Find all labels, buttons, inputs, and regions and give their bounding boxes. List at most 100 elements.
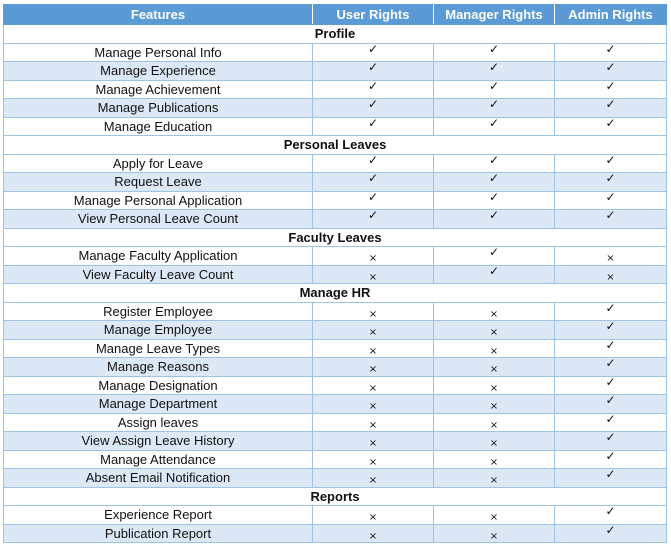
section-title: Profile <box>3 24 667 44</box>
manager-rights-cell: × <box>433 468 555 488</box>
cross-icon: × <box>606 271 615 283</box>
admin-rights-cell: × <box>554 246 667 266</box>
manager-rights-cell: × <box>433 301 555 321</box>
check-icon: ✓ <box>367 154 379 167</box>
check-icon: ✓ <box>605 394 616 408</box>
manager-rights-cell: ✓ <box>433 116 555 136</box>
admin-rights-cell: ✓ <box>554 172 667 192</box>
check-icon: ✓ <box>605 524 616 537</box>
manager-rights-cell: ✓ <box>433 61 555 81</box>
feature-cell: Register Employee <box>3 301 313 321</box>
header-features: Features <box>3 4 313 25</box>
section-title: Reports <box>3 486 667 506</box>
table-row: Manage Personal Application ✓ ✓ ✓ <box>3 190 667 210</box>
check-icon: ✓ <box>488 191 500 204</box>
admin-rights-cell: ✓ <box>554 79 667 99</box>
user-rights-cell: × <box>312 523 434 543</box>
user-rights-cell: × <box>312 264 434 284</box>
check-icon: ✓ <box>488 61 500 75</box>
table-row: View Assign Leave History × × ✓ <box>3 431 667 451</box>
cross-icon: × <box>489 419 499 431</box>
table-row: Manage Education ✓ ✓ ✓ <box>3 116 667 136</box>
user-rights-cell: × <box>312 394 434 414</box>
table-header: Features User Rights Manager Rights Admi… <box>3 4 667 25</box>
admin-rights-cell: ✓ <box>554 98 667 118</box>
header-row: Features User Rights Manager Rights Admi… <box>3 4 667 25</box>
manager-rights-cell: ✓ <box>433 153 555 173</box>
feature-cell: Manage Personal Info <box>3 42 313 62</box>
manager-rights-cell: ✓ <box>433 172 555 192</box>
admin-rights-cell: ✓ <box>554 338 667 358</box>
manager-rights-cell: × <box>433 505 555 525</box>
admin-rights-cell: ✓ <box>554 449 667 469</box>
user-rights-cell: × <box>312 412 434 432</box>
admin-rights-cell: ✓ <box>554 190 667 210</box>
manager-rights-cell: ✓ <box>433 98 555 118</box>
check-icon: ✓ <box>367 98 379 112</box>
feature-cell: View Personal Leave Count <box>3 209 313 229</box>
cross-icon: × <box>489 364 499 376</box>
header-admin-rights: Admin Rights <box>554 4 667 25</box>
feature-cell: Absent Email Notification <box>3 468 313 488</box>
table-row: Manage Personal Info ✓ ✓ ✓ <box>3 42 667 62</box>
check-icon: ✓ <box>367 191 379 204</box>
check-icon: ✓ <box>488 117 500 130</box>
cross-icon: × <box>489 456 499 468</box>
check-icon: ✓ <box>605 339 616 352</box>
section-row: Personal Leaves <box>3 135 667 155</box>
check-icon: ✓ <box>605 320 616 334</box>
table-row: Manage Publications ✓ ✓ ✓ <box>3 98 667 118</box>
check-icon: ✓ <box>488 265 500 278</box>
table-row: Request Leave ✓ ✓ ✓ <box>3 172 667 192</box>
table-row: Experience Report × × ✓ <box>3 505 667 525</box>
check-icon: ✓ <box>605 154 616 167</box>
check-icon: ✓ <box>605 43 616 56</box>
cross-icon: × <box>489 438 499 450</box>
table-row: Manage Attendance × × ✓ <box>3 449 667 469</box>
cross-icon: × <box>489 512 499 524</box>
section-title: Personal Leaves <box>3 135 667 155</box>
check-icon: ✓ <box>605 450 616 463</box>
feature-cell: View Faculty Leave Count <box>3 264 313 284</box>
check-icon: ✓ <box>488 209 500 223</box>
feature-cell: Manage Publications <box>3 98 313 118</box>
user-rights-cell: ✓ <box>312 79 434 99</box>
user-rights-cell: × <box>312 246 434 266</box>
check-icon: ✓ <box>367 117 379 130</box>
admin-rights-cell: ✓ <box>554 301 667 321</box>
user-rights-cell: ✓ <box>312 98 434 118</box>
feature-cell: Manage Employee <box>3 320 313 340</box>
check-icon: ✓ <box>605 80 616 93</box>
manager-rights-cell: × <box>433 375 555 395</box>
check-icon: ✓ <box>605 413 616 426</box>
cross-icon: × <box>368 419 378 431</box>
user-rights-cell: ✓ <box>312 61 434 81</box>
cross-icon: × <box>368 512 378 524</box>
admin-rights-cell: ✓ <box>554 61 667 81</box>
user-rights-cell: ✓ <box>312 153 434 173</box>
cross-icon: × <box>489 401 499 413</box>
check-icon: ✓ <box>605 376 616 389</box>
check-icon: ✓ <box>605 302 616 315</box>
feature-cell: Manage Education <box>3 116 313 136</box>
section-row: Reports <box>3 486 667 506</box>
feature-cell: Manage Leave Types <box>3 338 313 358</box>
table-row: Manage Reasons × × ✓ <box>3 357 667 377</box>
admin-rights-cell: ✓ <box>554 505 667 525</box>
manager-rights-cell: ✓ <box>433 79 555 99</box>
user-rights-cell: × <box>312 468 434 488</box>
table-row: Manage Achievement ✓ ✓ ✓ <box>3 79 667 99</box>
check-icon: ✓ <box>367 43 379 56</box>
cross-icon: × <box>368 475 378 487</box>
check-icon: ✓ <box>605 61 616 75</box>
cross-icon: × <box>368 308 378 320</box>
check-icon: ✓ <box>605 431 616 445</box>
check-icon: ✓ <box>605 117 616 130</box>
user-rights-cell: ✓ <box>312 209 434 229</box>
manager-rights-cell: × <box>433 320 555 340</box>
admin-rights-cell: ✓ <box>554 209 667 229</box>
table-row: View Faculty Leave Count × ✓ × <box>3 264 667 284</box>
feature-cell: Manage Reasons <box>3 357 313 377</box>
admin-rights-cell: ✓ <box>554 468 667 488</box>
manager-rights-cell: ✓ <box>433 264 555 284</box>
